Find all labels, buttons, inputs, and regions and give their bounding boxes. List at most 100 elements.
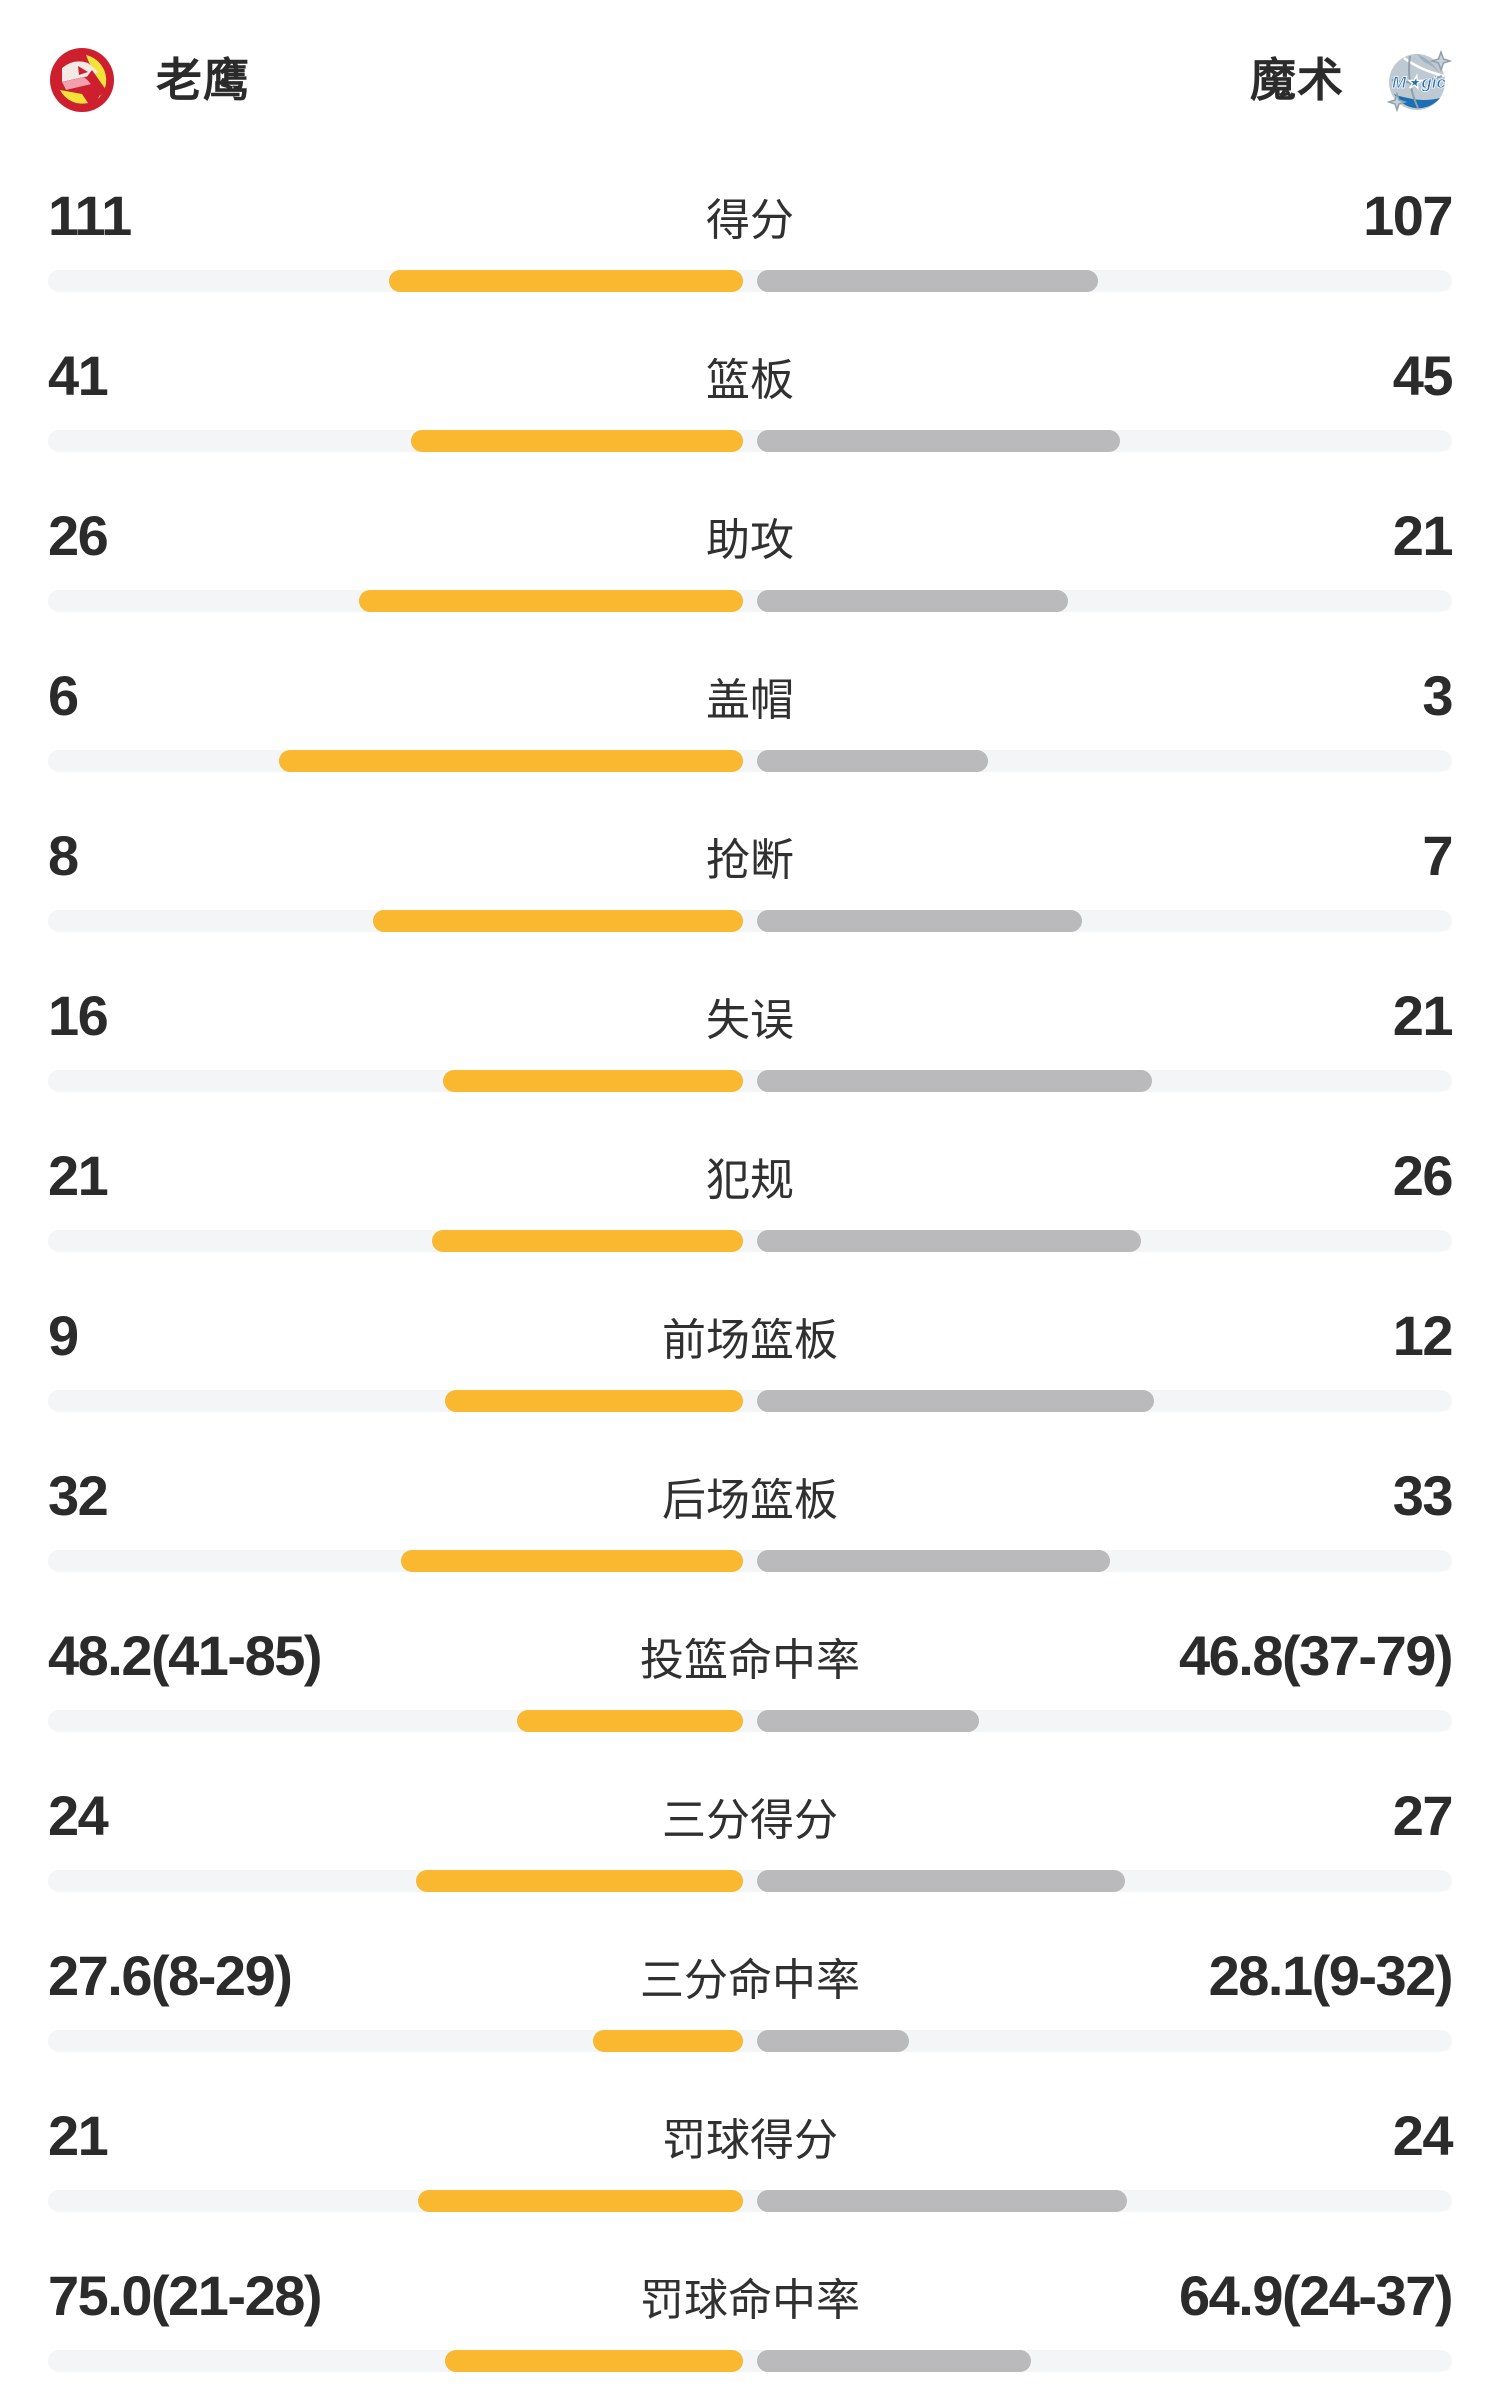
comparison-bar-track [48,270,1452,292]
left-team-bar [593,2030,743,2052]
right-team-bar [757,910,1082,932]
stat-values-line: 6 盖帽 3 [48,664,1454,731]
right-team-value: 46.8(37-79) [1178,1624,1454,1687]
stat-label: 助攻 [706,516,794,565]
right-team-bar [757,1230,1141,1252]
right-team-value: 28.1(9-32) [1208,1944,1454,2007]
left-team-bar [279,750,743,772]
right-team-bar [757,750,988,772]
stat-label: 得分 [706,196,794,245]
stat-row: 75.0(21-28) 罚球命中率 64.9(24-37) [0,2240,1500,2400]
stat-row: 21 罚球得分 24 [0,2080,1500,2240]
left-team-value: 32 [48,1464,109,1527]
left-team-bar [359,590,743,612]
hawks-logo-icon [50,48,114,112]
right-team-value: 7 [1422,824,1453,887]
right-team-value: 64.9(24-37) [1178,2264,1454,2327]
left-team-value: 27.6(8-29) [48,1944,293,2007]
left-team-bar [411,430,743,452]
comparison-bar-track [48,1390,1452,1412]
left-team-bar [517,1710,743,1732]
right-team-bar [757,1870,1125,1892]
comparison-bar-track [48,910,1452,932]
stat-label: 盖帽 [706,676,794,725]
stat-row: 16 失误 21 [0,960,1500,1120]
left-team-bar [373,910,743,932]
stat-label: 投篮命中率 [640,1636,860,1685]
right-team-value: 26 [1392,1144,1454,1207]
stat-row: 111 得分 107 [0,160,1500,320]
right-team-bar [757,1390,1154,1412]
left-team-bar [416,1870,743,1892]
left-team-value: 48.2(41-85) [48,1624,323,1687]
left-team-value: 24 [48,1784,109,1847]
left-team-value: 9 [48,1304,79,1367]
stat-row: 9 前场篮板 12 [0,1280,1500,1440]
magic-logo-icon: M★gic [1386,49,1452,113]
svg-text:M★gic: M★gic [1392,73,1447,92]
stat-label: 后场篮板 [662,1476,838,1525]
right-team-bar [757,2190,1127,2212]
comparison-bar-track [48,1870,1452,1892]
stat-values-line: 111 得分 107 [48,184,1454,251]
stat-row: 8 抢断 7 [0,800,1500,960]
stat-label: 抢断 [706,836,794,885]
stat-values-line: 24 三分得分 27 [48,1784,1454,1851]
left-team-value: 21 [48,1144,109,1207]
right-team-bar [757,430,1120,452]
right-team-bar [757,1550,1110,1572]
left-team-bar [443,1070,743,1092]
comparison-bar-track [48,1710,1452,1732]
left-team-bar [389,270,743,292]
right-team-value: 107 [1363,184,1453,247]
left-team-header: 老鹰 [48,46,250,114]
stat-label: 罚球得分 [662,2116,838,2165]
right-team-value: 12 [1392,1304,1454,1367]
stat-values-line: 21 罚球得分 24 [48,2104,1454,2171]
stat-values-line: 16 失误 21 [48,984,1454,1051]
right-team-name: 魔术 [1250,54,1344,106]
stat-values-line: 48.2(41-85) 投篮命中率 46.8(37-79) [48,1624,1454,1691]
stat-values-line: 32 后场篮板 33 [48,1464,1454,1531]
stat-row: 21 犯规 26 [0,1120,1500,1280]
comparison-bar-track [48,1070,1452,1092]
stat-values-line: 26 助攻 21 [48,504,1454,571]
teams-header: 老鹰 魔术 M★gic [0,0,1500,160]
stat-values-line: 41 篮板 45 [48,344,1454,411]
left-team-value: 16 [48,984,109,1047]
right-team-bar [757,2350,1031,2372]
left-team-value: 41 [48,344,109,407]
stat-values-line: 8 抢断 7 [48,824,1454,891]
comparison-bar-track [48,590,1452,612]
left-team-value: 21 [48,2104,109,2167]
left-team-name: 老鹰 [156,54,250,106]
right-team-value: 24 [1392,2104,1454,2167]
stat-row: 41 篮板 45 [0,320,1500,480]
stat-label: 三分得分 [662,1796,838,1845]
right-team-value: 45 [1392,344,1454,407]
right-team-value: 21 [1392,984,1454,1047]
stat-values-line: 27.6(8-29) 三分命中率 28.1(9-32) [48,1944,1454,2011]
right-team-value: 3 [1422,664,1453,727]
stat-row: 27.6(8-29) 三分命中率 28.1(9-32) [0,1920,1500,2080]
left-team-bar [445,1390,743,1412]
comparison-bar-track [48,750,1452,772]
stat-row: 6 盖帽 3 [0,640,1500,800]
left-team-value: 26 [48,504,109,567]
stat-label: 犯规 [706,1156,794,1205]
left-team-bar [418,2190,743,2212]
stat-label: 三分命中率 [640,1956,860,2005]
stat-values-line: 75.0(21-28) 罚球命中率 64.9(24-37) [48,2264,1454,2331]
comparison-bar-track [48,2350,1452,2372]
left-team-bar [432,1230,743,1252]
right-team-value: 21 [1392,504,1454,567]
stat-row: 48.2(41-85) 投篮命中率 46.8(37-79) [0,1600,1500,1760]
stat-label: 失误 [706,996,794,1045]
right-team-value: 27 [1392,1784,1454,1847]
stat-row: 32 后场篮板 33 [0,1440,1500,1600]
comparison-bar-track [48,2190,1452,2212]
stat-values-line: 9 前场篮板 12 [48,1304,1454,1371]
left-team-value: 111 [48,184,132,247]
stat-row: 26 助攻 21 [0,480,1500,640]
